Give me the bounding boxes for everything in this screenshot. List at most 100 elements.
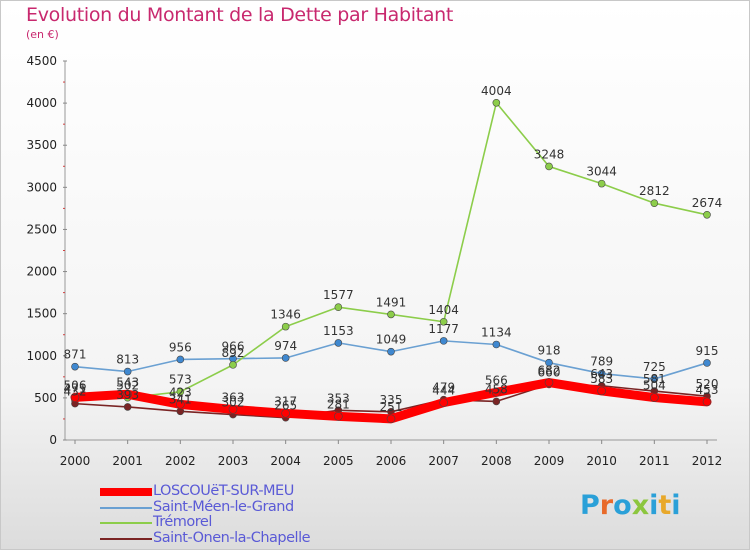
data-point-0	[70, 393, 80, 402]
data-point-0	[386, 414, 396, 424]
data-label: 566	[485, 373, 508, 387]
data-point-2	[597, 179, 606, 188]
x-tick-label: 2006	[376, 454, 407, 468]
data-label: 458	[485, 382, 508, 396]
data-point-2	[176, 387, 185, 396]
logo-letter: i	[671, 490, 681, 521]
data-label: 660	[538, 365, 561, 379]
y-tick-label: 4000	[26, 96, 57, 110]
data-label: 2674	[692, 196, 723, 210]
y-tick-label: 2500	[26, 222, 57, 236]
data-label: 1577	[323, 288, 354, 302]
legend-label: Saint-Onen-la-Chapelle	[153, 529, 311, 546]
data-label: 363	[222, 390, 245, 404]
data-label: 504	[643, 379, 666, 393]
y-tick-label: 2000	[26, 265, 57, 279]
x-tick-label: 2012	[692, 454, 723, 468]
data-label: 966	[222, 340, 245, 354]
chart-title: Evolution du Montant de la Dette par Hab…	[26, 4, 454, 26]
y-tick-label: 3500	[26, 138, 57, 152]
data-label: 453	[696, 383, 719, 397]
data-label: 471	[64, 381, 87, 395]
data-point-1	[545, 358, 553, 367]
x-tick-label: 2000	[60, 454, 91, 468]
y-tick-label: 0	[49, 433, 57, 447]
logo-letter: o	[613, 490, 632, 521]
data-point-1	[703, 359, 711, 367]
x-tick-label: 2011	[639, 454, 670, 468]
legend-label: LOSCOUëT-SUR-MEU	[153, 483, 294, 499]
data-point-3	[492, 397, 501, 406]
data-point-0	[650, 393, 659, 402]
legend-swatch	[100, 522, 152, 524]
data-label: 581	[643, 372, 666, 386]
data-label: 520	[696, 377, 719, 391]
logo-letter: P	[580, 490, 600, 521]
legend-swatch	[100, 506, 152, 509]
data-point-2	[439, 317, 448, 326]
data-label: 1346	[270, 308, 301, 322]
data-label: 3248	[534, 147, 565, 161]
data-point-0	[281, 409, 290, 418]
data-label: 251	[380, 400, 403, 414]
data-label: 789	[590, 355, 613, 369]
data-point-3	[123, 403, 132, 411]
x-tick-label: 2009	[534, 454, 565, 468]
x-tick-label: 2004	[270, 454, 301, 468]
y-tick-label: 1000	[26, 349, 57, 363]
x-tick-label: 2008	[481, 454, 512, 468]
data-label: 892	[222, 346, 245, 360]
data-point-1	[334, 339, 343, 347]
y-tick-label: 4500	[26, 54, 57, 68]
data-point-0	[702, 397, 712, 407]
data-label: 2812	[639, 184, 670, 198]
data-point-2	[703, 210, 711, 219]
data-point-1	[597, 369, 606, 378]
data-point-2	[387, 310, 395, 319]
x-tick-label: 2010	[586, 454, 617, 468]
data-point-1	[281, 354, 290, 362]
data-label: 1404	[428, 303, 459, 317]
data-label: 725	[643, 360, 666, 374]
data-point-2	[281, 322, 290, 331]
y-tick-label: 1500	[26, 307, 57, 321]
logo-letter: r	[599, 490, 614, 521]
data-point-1	[176, 355, 185, 364]
data-label: 3044	[586, 165, 617, 179]
y-tick-label: 500	[34, 391, 57, 405]
data-label: 302	[222, 396, 245, 410]
data-label: 1491	[376, 295, 407, 309]
data-label: 871	[64, 348, 87, 362]
legend-label: Trémorel	[153, 514, 212, 530]
data-point-0	[439, 398, 448, 407]
data-point-2	[334, 303, 343, 311]
data-label: 444	[432, 384, 455, 398]
y-tick-label: 3000	[26, 180, 57, 194]
x-tick-label: 2003	[218, 454, 249, 468]
x-tick-label: 2001	[112, 454, 143, 468]
data-point-1	[439, 337, 448, 345]
legend-label: Saint-Méen-le-Grand	[153, 498, 294, 515]
data-label: 353	[327, 391, 350, 405]
data-label: 506	[64, 378, 87, 392]
data-label: 502	[116, 379, 139, 393]
data-point-0	[334, 412, 343, 421]
data-point-2	[545, 162, 553, 171]
data-label: 974	[274, 339, 297, 353]
data-label: 317	[274, 394, 297, 408]
legend-swatch	[100, 537, 152, 540]
data-point-0	[597, 386, 606, 396]
data-label: 265	[274, 399, 297, 413]
data-point-1	[650, 375, 659, 383]
data-label: 1177	[428, 322, 459, 336]
data-label: 956	[169, 340, 192, 354]
x-tick-label: 2007	[428, 454, 459, 468]
data-point-1	[123, 367, 132, 376]
data-label: 573	[169, 373, 192, 387]
legend-swatch	[100, 488, 152, 496]
data-point-0	[492, 388, 501, 397]
x-tick-label: 2005	[323, 454, 354, 468]
data-label: 915	[696, 344, 719, 358]
data-point-2	[492, 98, 501, 107]
logo-letter: x	[631, 490, 650, 521]
